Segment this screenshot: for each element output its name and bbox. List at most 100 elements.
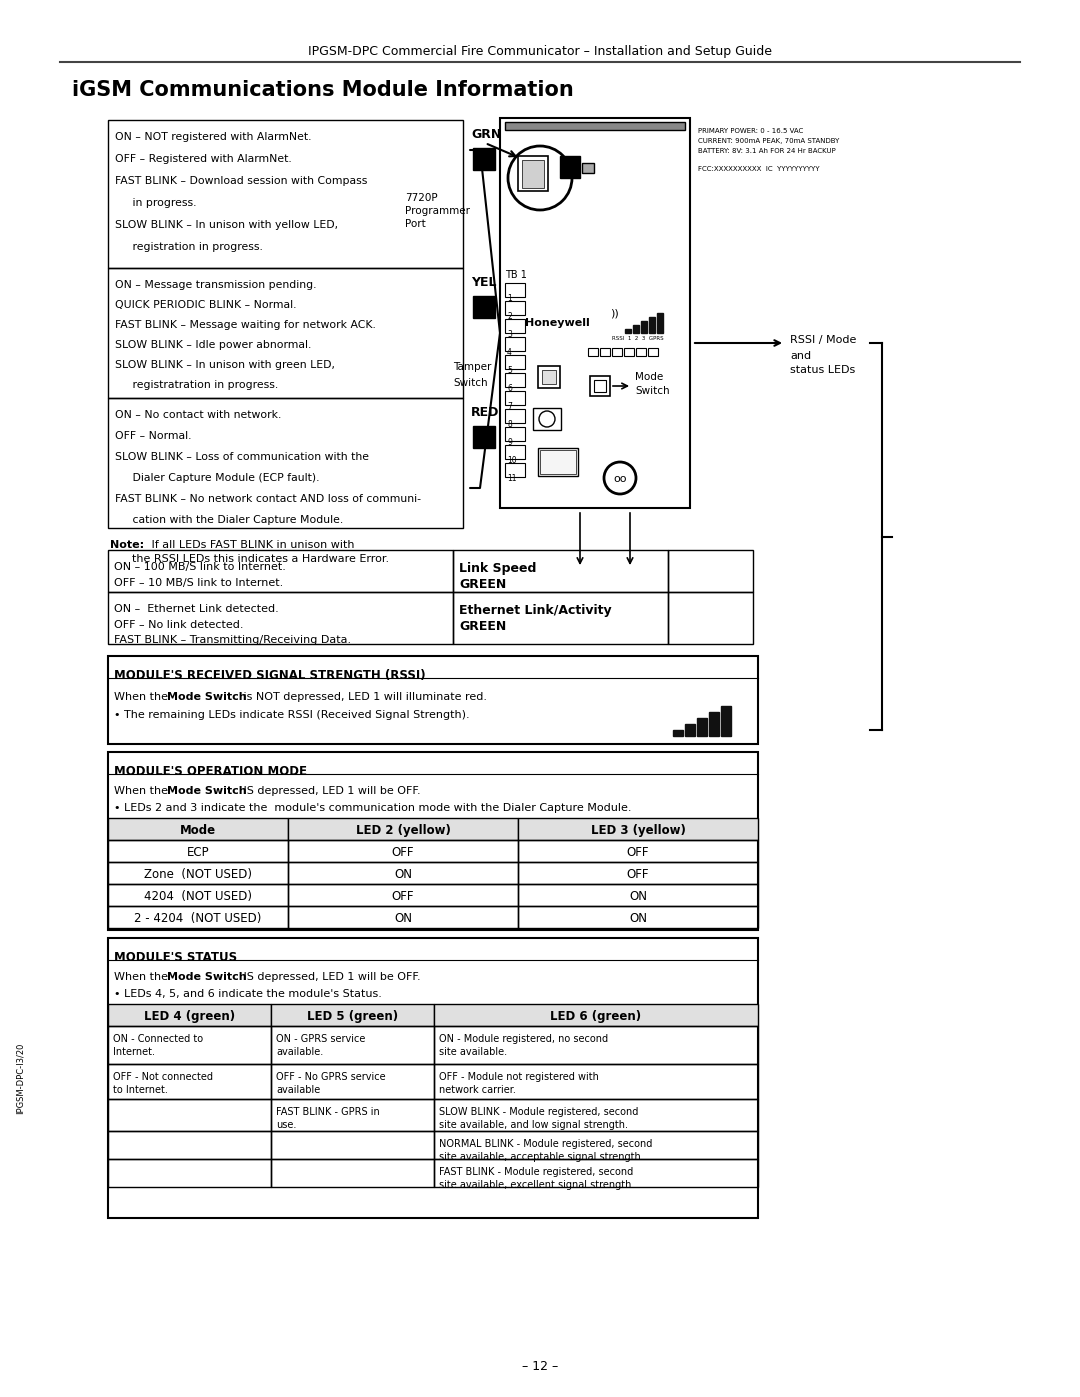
Text: the RSSI LEDs this indicates a Hardware Error.: the RSSI LEDs this indicates a Hardware … <box>132 555 389 564</box>
Text: MODULE'S RECEIVED SIGNAL STRENGTH (RSSI): MODULE'S RECEIVED SIGNAL STRENGTH (RSSI) <box>114 669 426 682</box>
Text: Internet.: Internet. <box>113 1046 156 1058</box>
Text: 4204  (NOT USED): 4204 (NOT USED) <box>144 890 252 902</box>
Text: ON: ON <box>394 868 411 882</box>
Bar <box>721 705 731 736</box>
Text: SLOW BLINK – In unison with green LED,: SLOW BLINK – In unison with green LED, <box>114 360 335 370</box>
Bar <box>505 409 525 423</box>
Text: 8: 8 <box>507 420 512 429</box>
Bar <box>633 326 639 332</box>
Text: 2 - 4204  (NOT USED): 2 - 4204 (NOT USED) <box>134 912 261 925</box>
Bar <box>582 163 594 173</box>
Text: IPGSM-DPC-I3/20: IPGSM-DPC-I3/20 <box>15 1042 25 1113</box>
Text: Dialer Capture Module (ECP fault).: Dialer Capture Module (ECP fault). <box>114 474 320 483</box>
Text: TB 1: TB 1 <box>505 270 527 279</box>
Text: 6: 6 <box>507 384 512 393</box>
Text: cation with the Dialer Capture Module.: cation with the Dialer Capture Module. <box>114 515 343 525</box>
Text: 7: 7 <box>507 402 512 411</box>
Text: OFF: OFF <box>392 847 415 859</box>
Bar <box>434 1025 758 1065</box>
Bar <box>657 313 663 332</box>
Text: Tamper: Tamper <box>453 362 491 372</box>
Text: RSSI / Mode: RSSI / Mode <box>789 335 856 345</box>
Text: 2: 2 <box>507 312 512 321</box>
Text: ON: ON <box>629 890 647 902</box>
Bar <box>636 348 646 356</box>
Text: GRN: GRN <box>471 129 501 141</box>
Bar <box>518 907 758 928</box>
Bar <box>108 937 758 1218</box>
Bar <box>624 348 634 356</box>
Text: QUICK PERIODIC BLINK – Normal.: QUICK PERIODIC BLINK – Normal. <box>114 300 297 310</box>
Bar <box>108 1099 271 1132</box>
Text: ON – NOT registered with AlarmNet.: ON – NOT registered with AlarmNet. <box>114 131 311 142</box>
Text: LED 5 (green): LED 5 (green) <box>307 1010 399 1023</box>
Text: registration in progress.: registration in progress. <box>114 242 262 251</box>
Text: FAST BLINK - GPRS in: FAST BLINK - GPRS in <box>276 1106 380 1118</box>
Bar <box>271 1160 434 1187</box>
Text: site available, excellent signal strength.: site available, excellent signal strengt… <box>438 1180 634 1190</box>
Bar <box>649 317 654 332</box>
Text: FAST BLINK – Transmitting/Receiving Data.: FAST BLINK – Transmitting/Receiving Data… <box>114 636 351 645</box>
Bar <box>108 268 463 398</box>
Bar <box>505 446 525 460</box>
Bar <box>505 462 525 476</box>
Text: FCC:XXXXXXXXXX  IC  YYYYYYYYYY: FCC:XXXXXXXXXX IC YYYYYYYYYY <box>698 166 820 172</box>
Text: OFF - No GPRS service: OFF - No GPRS service <box>276 1071 386 1083</box>
Text: 7720P: 7720P <box>405 193 437 203</box>
Text: registratration in progress.: registratration in progress. <box>114 380 279 390</box>
Text: 1: 1 <box>507 293 512 303</box>
Text: Mode Switch: Mode Switch <box>167 787 246 796</box>
Text: use.: use. <box>276 1120 296 1130</box>
Text: 9: 9 <box>507 439 512 447</box>
Text: LED 2 (yellow): LED 2 (yellow) <box>355 824 450 837</box>
Bar <box>505 337 525 351</box>
Text: CURRENT: 900mA PEAK, 70mA STANDBY: CURRENT: 900mA PEAK, 70mA STANDBY <box>698 138 839 144</box>
Bar <box>600 348 610 356</box>
Bar <box>473 426 495 448</box>
Bar <box>473 148 495 170</box>
Text: iGSM Communications Module Information: iGSM Communications Module Information <box>72 80 573 101</box>
Text: ON – Message transmission pending.: ON – Message transmission pending. <box>114 279 316 291</box>
Bar <box>505 427 525 441</box>
Text: If all LEDs FAST BLINK in unison with: If all LEDs FAST BLINK in unison with <box>148 541 354 550</box>
Text: ON –  Ethernet Link detected.: ON – Ethernet Link detected. <box>114 604 279 615</box>
Bar <box>108 752 758 930</box>
Text: Switch: Switch <box>635 386 670 395</box>
Bar <box>108 1160 271 1187</box>
Text: SLOW BLINK – In unison with yellow LED,: SLOW BLINK – In unison with yellow LED, <box>114 219 338 231</box>
Text: Mode: Mode <box>180 824 216 837</box>
Text: OFF - Not connected: OFF - Not connected <box>113 1071 213 1083</box>
Bar <box>505 319 525 332</box>
Text: available.: available. <box>276 1046 323 1058</box>
Text: IS depressed, LED 1 will be OFF.: IS depressed, LED 1 will be OFF. <box>240 787 420 796</box>
Bar <box>453 592 669 644</box>
Bar <box>669 592 753 644</box>
Bar <box>518 840 758 862</box>
Bar <box>434 1099 758 1132</box>
Text: OFF – 10 MB/S link to Internet.: OFF – 10 MB/S link to Internet. <box>114 578 283 588</box>
Text: LED 4 (green): LED 4 (green) <box>144 1010 235 1023</box>
Bar <box>108 862 288 884</box>
Text: Mode Switch: Mode Switch <box>167 972 246 982</box>
Bar <box>453 550 669 592</box>
Text: ON: ON <box>394 912 411 925</box>
Bar <box>108 1065 271 1099</box>
Text: 11: 11 <box>507 474 516 483</box>
Text: network carrier.: network carrier. <box>438 1085 516 1095</box>
Text: Switch: Switch <box>453 379 488 388</box>
Text: Mode Switch: Mode Switch <box>167 692 246 703</box>
Text: LED 3 (yellow): LED 3 (yellow) <box>591 824 686 837</box>
Text: MODULE'S OPERATION MODE: MODULE'S OPERATION MODE <box>114 766 307 778</box>
Text: – 12 –: – 12 – <box>522 1361 558 1373</box>
Bar <box>540 450 576 474</box>
Bar <box>434 1065 758 1099</box>
Bar <box>473 296 495 319</box>
Text: ON - Module registered, no second: ON - Module registered, no second <box>438 1034 608 1044</box>
Bar <box>505 373 525 387</box>
Text: oo: oo <box>613 474 626 483</box>
Text: ON – 100 MB/S link to Internet.: ON – 100 MB/S link to Internet. <box>114 562 286 571</box>
Text: OFF: OFF <box>392 890 415 902</box>
Text: When the: When the <box>114 692 172 703</box>
Text: • LEDs 4, 5, and 6 indicate the module's Status.: • LEDs 4, 5, and 6 indicate the module's… <box>114 989 382 999</box>
Bar <box>271 1132 434 1160</box>
